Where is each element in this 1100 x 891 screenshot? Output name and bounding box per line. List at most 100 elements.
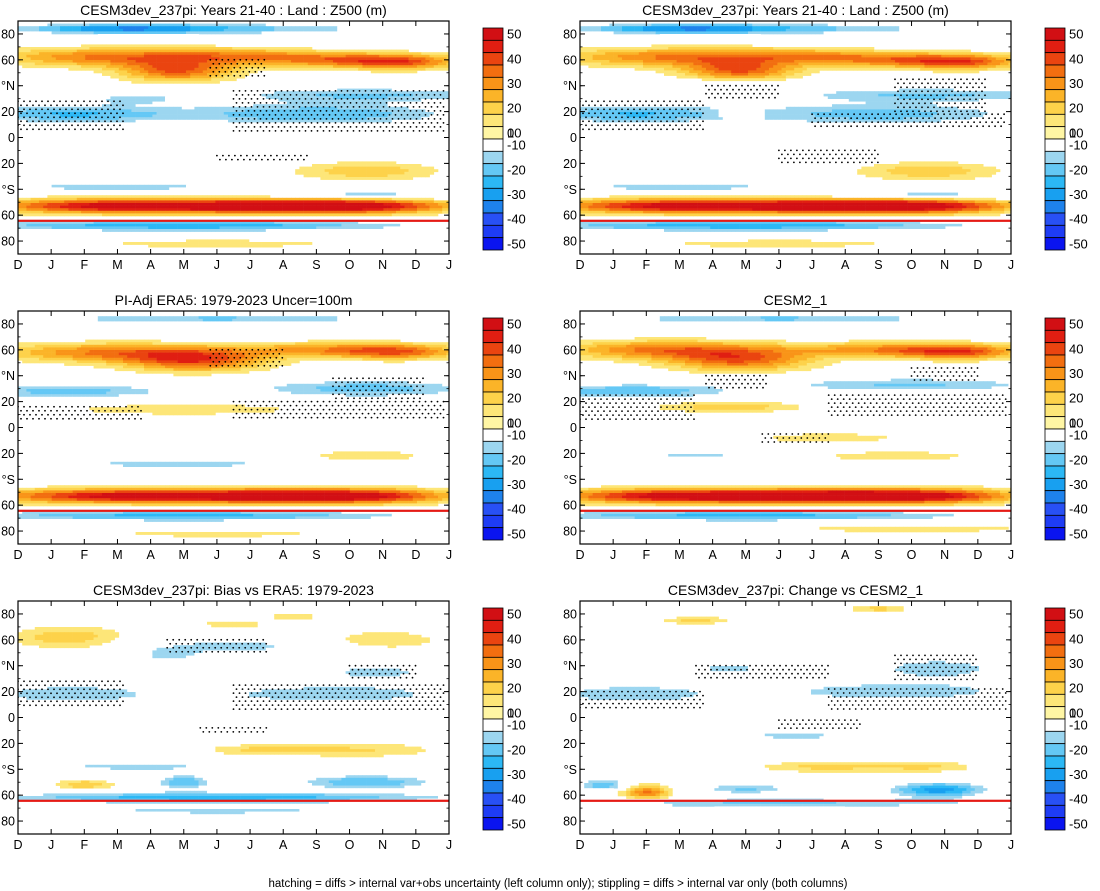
- colorbar-box: [482, 317, 504, 331]
- y-tick-label: 20: [1, 685, 15, 699]
- colorbar-tick-label: -40: [507, 792, 526, 807]
- colorbar-box: [1044, 342, 1066, 356]
- colorbar-box: [482, 416, 504, 430]
- x-tick-label: J: [247, 838, 253, 852]
- chart-panel-5: CESM3dev_237pi: Bias vs ERA5: 1979-2023 8…: [1, 582, 526, 852]
- y-tick-label: °N: [1, 79, 15, 93]
- x-tick-label: J: [809, 258, 815, 272]
- colorbar-box: [1044, 792, 1066, 806]
- x-tick-label: J: [776, 838, 782, 852]
- x-tick-label: A: [146, 258, 155, 272]
- colorbar-box: [482, 187, 504, 202]
- x-tick-label: A: [708, 548, 717, 562]
- colorbar-box: [1044, 527, 1066, 541]
- x-tick-label: J: [1008, 258, 1014, 272]
- colorbar-tick-label: 0: [507, 415, 514, 430]
- x-tick-label: D: [411, 838, 420, 852]
- colorbar-box: [482, 64, 504, 78]
- panel-title: CESM3dev_237pi: Change vs CESM2_1: [668, 582, 923, 598]
- y-tick-label: 0: [570, 131, 577, 145]
- y-tick-label: 60: [1, 499, 15, 513]
- colorbar-box: [482, 428, 504, 442]
- x-tick-label: A: [146, 548, 155, 562]
- colorbar-box: [482, 681, 504, 695]
- colorbar-box: [1044, 465, 1066, 479]
- contour-field: [580, 606, 1011, 825]
- colorbar-tick-label: 0: [1069, 415, 1076, 430]
- x-tick-label: A: [841, 258, 850, 272]
- separator-band: [580, 219, 1011, 222]
- colorbar-box: [482, 706, 504, 720]
- colorbar-tick-label: -50: [1069, 526, 1088, 541]
- y-tick-label: °N: [1, 659, 15, 673]
- x-tick-label: M: [674, 258, 684, 272]
- colorbar-box: [482, 200, 504, 214]
- colorbar-tick-label: 50: [1069, 27, 1083, 42]
- y-tick-label: 60: [1, 633, 15, 647]
- separator-band: [18, 509, 449, 512]
- chart-panel-6: CESM3dev_237pi: Change vs CESM2_1 80 60 °N 2…: [563, 582, 1088, 852]
- colorbar-box: [1044, 502, 1066, 516]
- colorbar-box: [482, 465, 504, 479]
- colorbar-box: [1044, 379, 1066, 393]
- x-tick-label: D: [411, 548, 420, 562]
- y-tick-label: 80: [1, 815, 15, 829]
- colorbar-tick-label: -10: [507, 718, 526, 733]
- y-tick-label: 80: [1, 27, 15, 41]
- separator-band: [580, 509, 1011, 512]
- colorbar-tick-label: 30: [1069, 76, 1083, 91]
- y-tick-label: °N: [1, 369, 15, 383]
- x-tick-label: M: [741, 258, 751, 272]
- colorbar-box: [1044, 39, 1066, 54]
- x-tick-label: A: [279, 258, 288, 272]
- y-tick-label: °S: [564, 183, 577, 197]
- x-tick-label: F: [642, 548, 650, 562]
- colorbar-tick-label: 40: [507, 631, 521, 646]
- colorbar-box: [1044, 817, 1066, 831]
- colorbar-box: [1044, 477, 1066, 492]
- colorbar-tick-label: -20: [1069, 162, 1088, 177]
- y-tick-label: 20: [1, 737, 15, 751]
- stipple-dots: [18, 638, 445, 733]
- x-tick-label: F: [80, 548, 88, 562]
- x-tick-label: J: [610, 838, 616, 852]
- colorbar-box: [482, 669, 504, 683]
- colorbar-tick-label: -40: [1069, 502, 1088, 517]
- colorbar-box: [1044, 150, 1066, 165]
- colorbar-tick-label: 40: [507, 51, 521, 66]
- x-tick-label: J: [247, 258, 253, 272]
- chart-panel-2: CESM3dev_237pi: Years 21-40 : Land : Z50…: [563, 2, 1088, 272]
- x-tick-label: M: [674, 548, 684, 562]
- colorbar-tick-label: 50: [507, 317, 521, 332]
- colorbar-box: [482, 718, 504, 732]
- y-tick-label: 80: [563, 525, 577, 539]
- colorbar-box: [1044, 743, 1066, 757]
- x-tick-label: D: [575, 838, 584, 852]
- colorbar-tick-label: 50: [1069, 607, 1083, 622]
- colorbar-tick-label: -40: [1069, 212, 1088, 227]
- x-tick-label: A: [146, 838, 155, 852]
- colorbar-tick-label: 40: [1069, 631, 1083, 646]
- colorbar-tick-label: 20: [1069, 681, 1083, 696]
- x-tick-label: N: [378, 258, 387, 272]
- colorbar-box: [482, 440, 504, 455]
- colorbar-box: [482, 490, 504, 504]
- y-tick-label: 60: [563, 209, 577, 223]
- colorbar-box: [1044, 416, 1066, 430]
- x-tick-label: M: [112, 258, 122, 272]
- x-tick-label: J: [48, 838, 54, 852]
- y-tick-label: 20: [563, 395, 577, 409]
- colorbar-tick-label: -30: [507, 767, 526, 782]
- x-tick-label: O: [907, 548, 917, 562]
- x-tick-label: D: [13, 258, 22, 272]
- colorbar: 50 40 30 20 100-10 -20 -30 -40 -50: [482, 317, 526, 541]
- x-tick-label: O: [345, 548, 355, 562]
- colorbar-box: [482, 792, 504, 806]
- x-tick-label: J: [48, 258, 54, 272]
- x-tick-label: N: [378, 838, 387, 852]
- x-tick-label: J: [247, 548, 253, 562]
- x-tick-label: F: [642, 258, 650, 272]
- colorbar-tick-label: 20: [507, 101, 521, 116]
- colorbar-box: [1044, 693, 1066, 708]
